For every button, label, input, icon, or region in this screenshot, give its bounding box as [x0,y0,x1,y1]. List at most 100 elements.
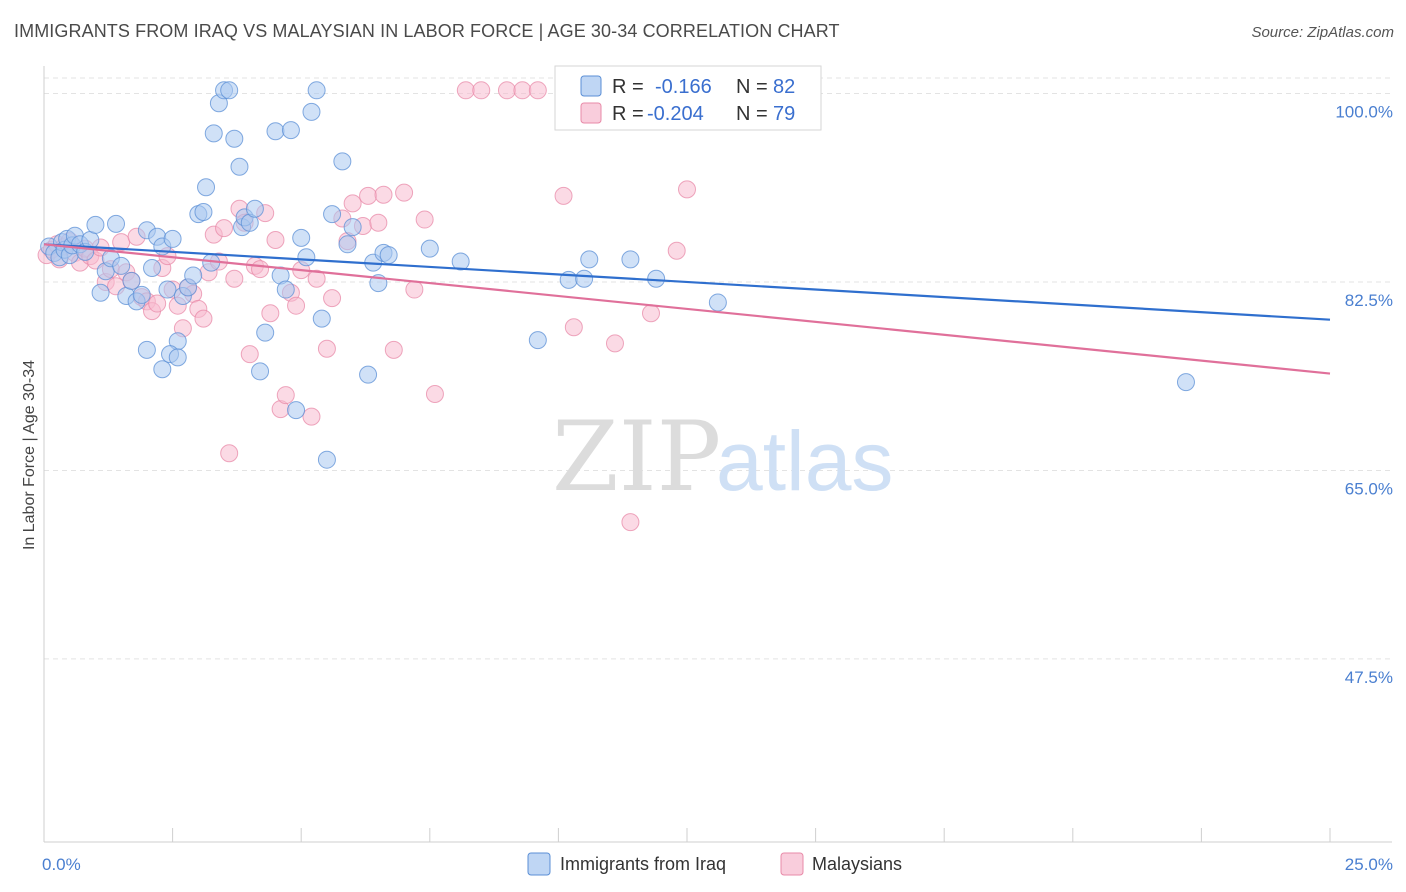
malay-point-45 [266,231,285,249]
malay-point-44 [261,304,280,323]
malay-point-47 [276,386,295,405]
malay-point-59 [359,186,378,205]
bottom-legend-label-malay: Malaysians [812,854,902,874]
y-tick-labels: 100.0% 82.5% 65.0% 47.5% [1335,103,1393,687]
malay-point-69 [497,81,516,100]
iraq-point-45 [230,157,249,176]
iraq-point-26 [158,280,177,299]
legend-swatch-malay [580,102,602,124]
malay-point-65 [415,210,434,229]
x-tick-label-1: 25.0% [1345,855,1393,874]
iraq-point-49 [245,199,264,218]
iraq-point-78 [621,250,640,269]
trend-line-malay [43,243,1331,375]
iraq-point-54 [276,280,295,299]
malay-point-57 [343,194,362,213]
iraq-point-81 [1176,373,1195,392]
iraq-point-57 [292,228,311,247]
malay-point-51 [302,407,321,426]
malay-point-40 [240,345,259,364]
watermark-atlas: atlas [716,414,893,508]
trend-lines [43,243,1331,375]
iraq-point-72 [420,239,439,258]
iraq-point-60 [307,81,326,100]
iraq-point-17 [112,256,131,275]
iraq-point-27 [163,229,182,248]
iraq-point-23 [143,259,162,277]
legend-n-label-iraq: N = [736,76,768,98]
iraq-point-37 [194,203,213,221]
legend-r-label-malay: R = [612,103,644,125]
iraq-point-12 [86,215,105,234]
bottom-legend-swatch-iraq [527,852,551,876]
malay-point-63 [395,183,414,202]
bottom-legend-label-iraq: Immigrants from Iraq [560,854,726,874]
iraq-point-16 [107,214,126,233]
iraq-point-64 [333,152,352,171]
iraq-point-62 [317,450,336,469]
iraq-point-51 [256,323,275,342]
malay-point-37 [225,269,244,288]
malay-point-36 [220,444,239,463]
malay-point-64 [405,280,424,299]
iraq-point-73 [451,252,470,271]
iraq-point-30 [137,340,156,359]
malay-point-78 [678,180,696,199]
x-tick-label-0: 0.0% [42,855,81,874]
iraq-point-61 [312,309,331,328]
iraq-point-55 [281,121,300,140]
malay-point-31 [194,309,213,328]
y-tick-label-2: 65.0% [1345,479,1393,498]
iraq-point-65 [338,235,357,254]
malay-point-76 [641,304,660,323]
iraq-point-13 [91,283,110,302]
malay-point-67 [456,81,475,100]
malay-point-54 [323,289,342,308]
legend-n-value-malay: 79 [773,103,795,125]
malay-point-60 [369,213,388,232]
legend-n-value-iraq: 82 [773,76,795,98]
malay-point-42 [251,260,270,279]
iraq-point-31 [153,360,172,379]
watermark: ZIP atlas [552,401,893,513]
iraq-point-71 [379,246,398,265]
bottom-legend-swatch-malay [780,852,804,876]
iraq-point-67 [359,365,378,384]
malay-point-35 [215,219,234,238]
iraq-point-40 [204,124,223,143]
y-tick-label-0: 100.0% [1335,103,1393,122]
y-axis-label: In Labor Force | Age 30-34 [21,360,38,550]
malay-point-75 [621,513,640,532]
legend-swatch-iraq [580,75,602,97]
y-tick-label-3: 47.5% [1345,668,1393,687]
malay-point-68 [472,81,491,100]
y-tick-label-1: 82.5% [1345,291,1393,310]
chart-source: Source: ZipAtlas.com [1251,24,1394,41]
malay-point-53 [317,339,336,358]
trend-line-iraq [43,243,1331,321]
malay-point-72 [554,186,573,205]
iraq-point-59 [302,102,321,121]
x-tick-labels: 0.0% 25.0% [42,855,1393,874]
stats-legend: R = -0.166 N = 82 R = -0.204 N = 79 [554,65,822,131]
iraq-point-52 [266,122,285,141]
iraq-point-38 [197,178,216,197]
iraq-point-77 [575,269,594,288]
malay-point-62 [384,340,403,359]
malay-point-73 [564,318,583,337]
malay-point-70 [513,81,532,100]
axes [43,66,1392,843]
iraq-point-33 [168,348,187,367]
iraq-point-76 [580,250,599,269]
chart-title: IMMIGRANTS FROM IRAQ VS MALAYSIAN IN LAB… [14,21,840,41]
legend-r-value-iraq: -0.166 [655,76,712,98]
legend-n-label-malay: N = [736,103,768,125]
malay-point-61 [374,185,393,204]
iraq-point-50 [251,362,270,381]
iraq-point-66 [343,218,362,237]
iraq-point-43 [220,81,239,100]
legend-r-label-iraq: R = [612,76,644,98]
malay-point-52 [307,269,326,288]
iraq-point-21 [132,285,151,304]
